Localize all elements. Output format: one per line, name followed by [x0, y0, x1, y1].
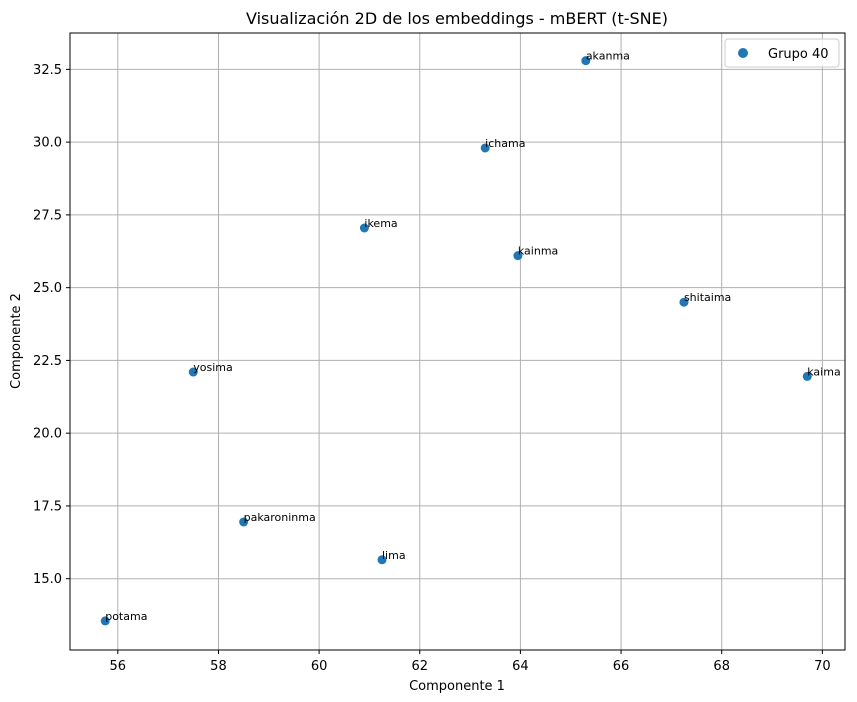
plot-frame: [69, 32, 846, 651]
y-tick-label: 20.0: [33, 427, 62, 442]
x-tick-label: 58: [210, 659, 227, 674]
x-tick-label: 56: [110, 659, 127, 674]
y-tick-label: 30.0: [33, 136, 62, 151]
y-tick-label: 27.5: [33, 208, 62, 223]
legend-marker: [738, 48, 748, 58]
legend-label: Grupo 40: [768, 47, 829, 62]
chart-title: Visualización 2D de los embeddings - mBE…: [246, 9, 668, 28]
data-point-label: yosima: [193, 361, 232, 374]
data-point-label: akanma: [586, 50, 630, 63]
data-point: [377, 555, 387, 565]
x-tick-label: 60: [311, 659, 328, 674]
x-axis-label: Componente 1: [409, 679, 505, 694]
point-labels: akanma ichama ikema kainma shitaima kaima yosi…: [105, 50, 840, 623]
data-point: [359, 223, 369, 233]
x-tick-label: 68: [713, 659, 730, 674]
legend: Grupo 40: [724, 38, 840, 68]
grid-lines: [70, 33, 845, 650]
data-point: [100, 616, 110, 626]
data-point-label: kainma: [518, 245, 558, 258]
y-tick-label: 22.5: [33, 354, 62, 369]
y-tick-label: 17.5: [33, 499, 62, 514]
data-point: [239, 517, 249, 527]
x-tick-label: 62: [411, 659, 428, 674]
data-point: [480, 143, 490, 153]
y-tick-label: 32.5: [33, 63, 62, 78]
y-tick-label: 15.0: [33, 572, 62, 587]
data-point-label: ichama: [485, 137, 525, 150]
data-point-label: potama: [105, 610, 147, 623]
data-point-label: pakaroninma: [244, 511, 316, 524]
data-point: [581, 56, 591, 66]
data-point: [802, 371, 812, 381]
data-point-label: kaima: [807, 365, 840, 378]
data-point: [513, 251, 523, 261]
data-point-label: lima: [382, 549, 406, 562]
x-tick-label: 64: [512, 659, 529, 674]
x-axis-ticks: 56 58 60 62 64 66 68 70: [110, 650, 831, 674]
data-point: [188, 367, 198, 377]
data-point: [679, 297, 689, 307]
y-tick-label: 25.0: [33, 281, 62, 296]
data-point-label: shitaima: [684, 291, 731, 304]
y-axis-ticks: 15.0 17.5 20.0 22.5 25.0 27.5 30.0 32.5: [33, 63, 70, 587]
data-point-label: ikema: [364, 217, 397, 230]
y-axis-label: Componente 2: [9, 293, 24, 389]
data-points: [100, 56, 812, 626]
x-tick-label: 66: [613, 659, 630, 674]
legend-box: [724, 38, 840, 68]
x-tick-label: 70: [814, 659, 831, 674]
